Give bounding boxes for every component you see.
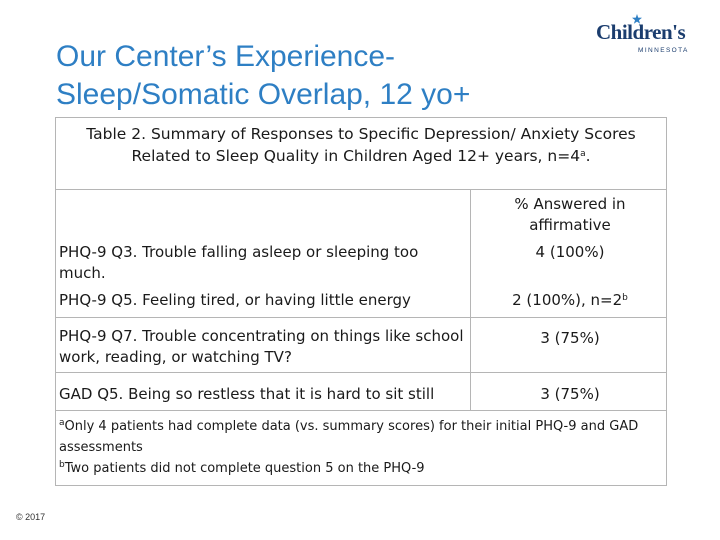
slide-title-line-1: Our Center’s Experience- [56, 40, 396, 73]
table-row-value: 2 (100%), n=2b [512, 291, 628, 309]
star-icon [632, 14, 642, 24]
slide-title: Our Center’s Experience- Sleep/Somatic O… [56, 38, 470, 114]
footnote-a: aOnly 4 patients had complete data (vs. … [59, 418, 639, 456]
table-row-item: PHQ-9 Q3. Trouble falling asleep or slee… [59, 243, 419, 282]
table-row-item: PHQ-9 Q7. Trouble concentrating on thing… [59, 327, 464, 366]
table-caption-line-1: Table 2. Summary of Responses to Specifi… [86, 125, 636, 143]
table-row-value: 3 (75%) [540, 385, 600, 403]
table-footnotes: aOnly 4 patients had complete data (vs. … [59, 416, 659, 479]
footnote-b: bTwo patients did not complete question … [59, 460, 425, 477]
table-caption: Table 2. Summary of Responses to Specifi… [56, 118, 666, 190]
childrens-minnesota-logo: Children's MINNESOTA [596, 14, 706, 54]
slide-title-line-2: Sleep/Somatic Overlap, 12 yo+ [56, 78, 471, 111]
table-row-value: 4 (100%) [535, 243, 605, 261]
table-caption-line-2: Related to Sleep Quality in Children Age… [131, 147, 591, 165]
copyright-notice: © 2017 [16, 512, 46, 522]
row-divider [56, 317, 666, 318]
column-header: % Answered in affirmative [514, 195, 626, 234]
caption-superscript: a [580, 149, 586, 159]
table-row-item: PHQ-9 Q5. Feeling tired, or having littl… [59, 291, 411, 309]
table-row-value: 3 (75%) [540, 329, 600, 347]
summary-table: Table 2. Summary of Responses to Specifi… [55, 117, 667, 486]
column-divider [470, 190, 471, 410]
row-divider [56, 410, 666, 411]
logo-brand-text: Children's [596, 20, 686, 44]
logo-sub-text: MINNESOTA [638, 47, 689, 54]
row-divider [56, 372, 666, 373]
value-superscript: b [622, 293, 628, 303]
table-row-item: GAD Q5. Being so restless that it is har… [59, 385, 435, 403]
